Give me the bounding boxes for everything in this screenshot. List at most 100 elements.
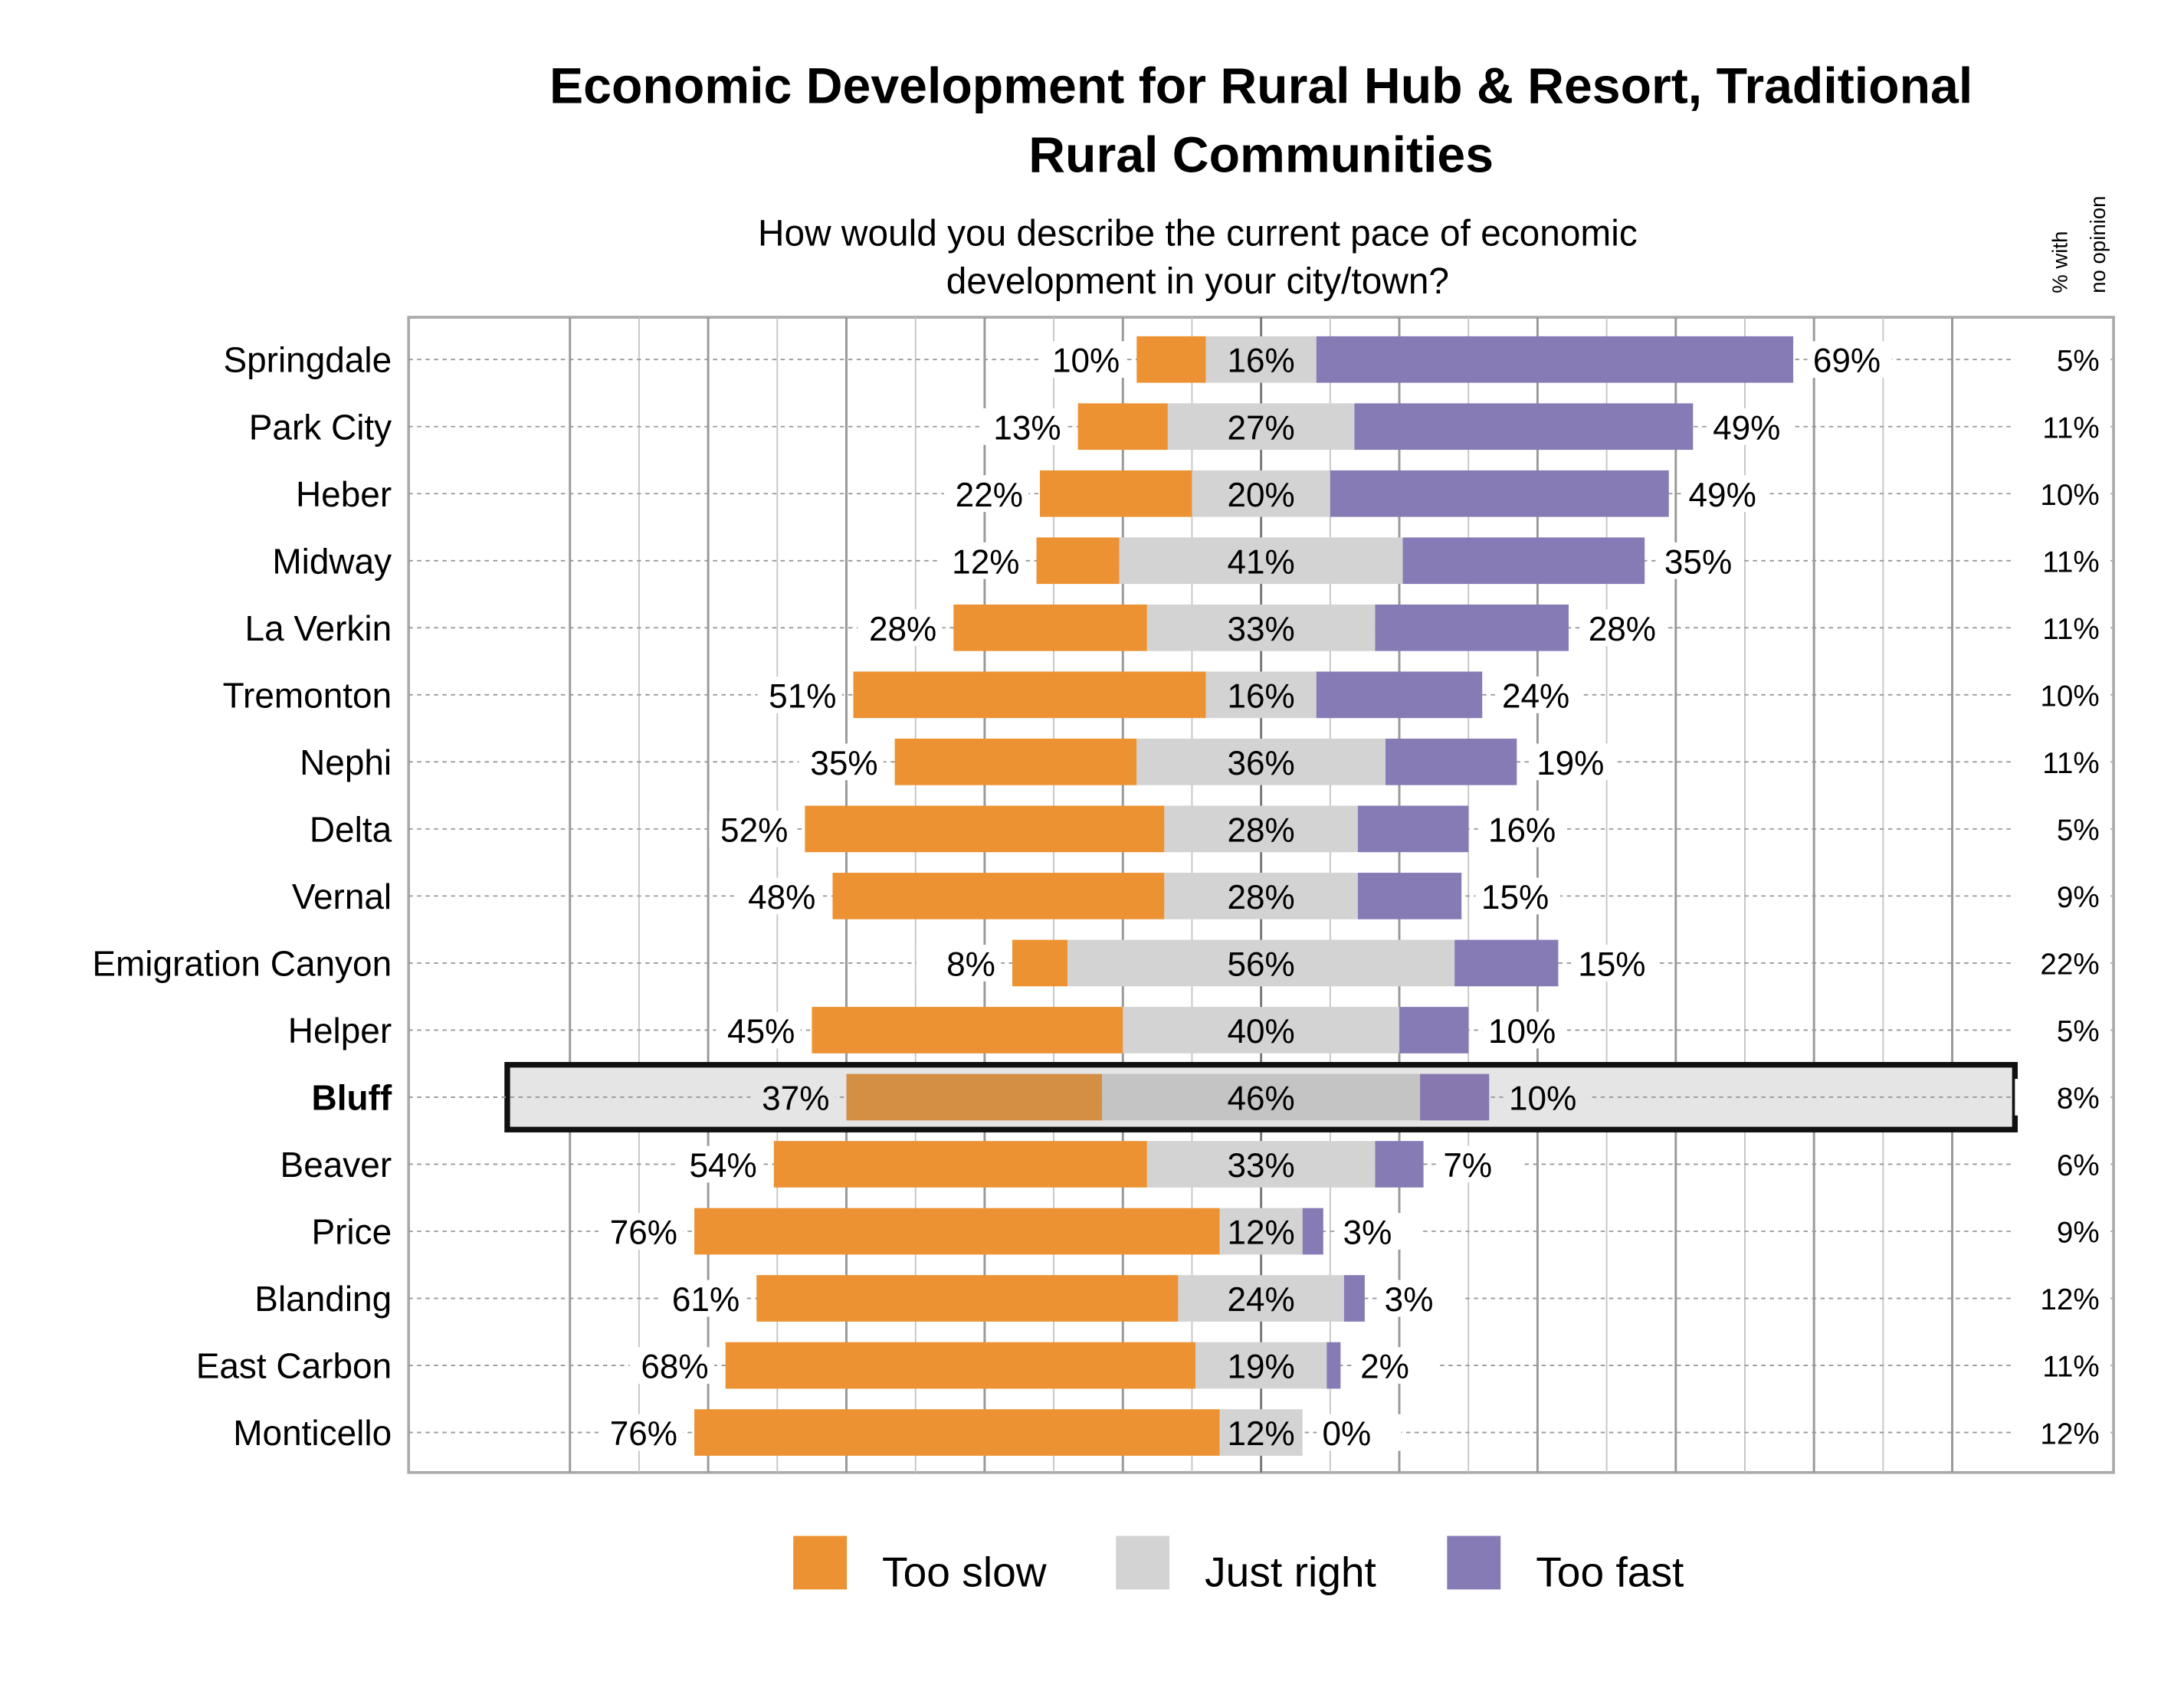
bar-too-slow [894, 739, 1137, 785]
legend-label: Just right [1205, 1549, 1376, 1596]
label-background [757, 676, 842, 713]
label-background [1503, 1079, 1588, 1116]
label-background [661, 1280, 746, 1317]
label-background [2015, 542, 2111, 579]
label-background [1337, 1213, 1422, 1250]
label-no-opinion: 5% [2057, 814, 2100, 847]
bar-just-right [1119, 537, 1403, 585]
label-no-opinion: 5% [2057, 345, 2100, 378]
label-too-fast: 16% [1488, 811, 1556, 849]
label-too-fast: 15% [1481, 879, 1549, 916]
label-background [1572, 945, 1658, 982]
label-too-fast: 7% [1443, 1147, 1492, 1185]
label-too-slow: 28% [869, 611, 936, 648]
label-background [2015, 877, 2111, 915]
label-no-opinion: 6% [2057, 1149, 2100, 1182]
category-label: Vernal [292, 877, 392, 916]
label-too-fast: 24% [1502, 677, 1569, 715]
bar-too-slow [853, 671, 1206, 719]
label-too-slow: 76% [610, 1415, 677, 1453]
label-too-fast: 49% [1713, 409, 1780, 447]
row-emigration-canyon: 8% 56% 15% 22% Emigration Canyon [92, 939, 2114, 987]
label-too-fast: 19% [1536, 745, 1604, 782]
rows: 10% 16% 69% 5% Springdale 13% 27% 49% 11% Park Ci… [92, 336, 2114, 1456]
bar-too-slow [773, 1141, 1147, 1188]
bar-too-slow [756, 1275, 1179, 1322]
label-too-fast: 3% [1343, 1214, 1392, 1252]
row-park-city: 13% 27% 49% 11% Park City [249, 403, 2114, 451]
label-just-right: 16% [1227, 677, 1294, 715]
label-background [2015, 1079, 2111, 1116]
label-too-slow: 51% [769, 677, 836, 715]
bar-too-fast [1302, 1208, 1323, 1255]
bar-too-fast [1330, 470, 1669, 517]
label-too-fast: 28% [1589, 611, 1656, 648]
label-background [2015, 609, 2111, 647]
row-delta: 52% 28% 16% 5% Delta [310, 805, 2114, 853]
bar-just-right [1136, 739, 1385, 785]
row-nephi: 35% 36% 19% 11% Nephi [300, 739, 2114, 785]
label-too-fast: 3% [1385, 1281, 1434, 1319]
bar-too-fast [1316, 336, 1794, 383]
label-background [2015, 408, 2111, 445]
chart-subtitle: How would you describe the current pace … [758, 213, 1638, 302]
label-background [598, 1213, 684, 1250]
row-tremonton: 51% 16% 24% 10% Tremonton [223, 671, 2114, 719]
label-background [2015, 1280, 2111, 1317]
label-too-slow: 10% [1052, 342, 1120, 380]
category-label: Bluff [312, 1078, 392, 1118]
label-background [629, 1347, 714, 1384]
label-just-right: 33% [1227, 1147, 1294, 1185]
category-label: Heber [296, 474, 392, 514]
label-too-slow: 76% [610, 1214, 677, 1252]
label-too-fast: 35% [1664, 543, 1732, 581]
bar-too-slow [1012, 939, 1068, 987]
label-too-fast: 2% [1360, 1349, 1409, 1386]
bar-too-fast [1343, 1275, 1365, 1322]
category-label: Nephi [300, 742, 392, 782]
label-background [858, 609, 943, 647]
bar-just-right [1205, 671, 1317, 719]
row-east-carbon: 68% 19% 2% 11% East Carbon [196, 1342, 2114, 1389]
bar-too-fast [1402, 537, 1645, 585]
label-too-fast: 69% [1813, 342, 1881, 380]
legend-label: Too fast [1536, 1549, 1684, 1596]
bar-just-right [1219, 1409, 1303, 1456]
category-label: Blanding [254, 1279, 392, 1319]
label-background [2015, 743, 2111, 781]
bar-too-slow [694, 1409, 1220, 1456]
label-background [982, 408, 1067, 445]
label-just-right: 24% [1227, 1281, 1294, 1319]
bar-too-fast [1326, 1342, 1341, 1389]
category-label: Helper [288, 1011, 392, 1050]
label-background [2015, 810, 2111, 847]
row-midway: 12% 41% 35% 11% Midway [272, 537, 2114, 585]
chart-subtitle-line-2: development in your city/town? [946, 261, 1449, 302]
bar-just-right [1178, 1275, 1344, 1322]
bar-just-right [1146, 604, 1376, 651]
label-too-fast: 49% [1689, 477, 1756, 514]
label-too-slow: 45% [727, 1013, 795, 1050]
legend-label: Too slow [882, 1549, 1047, 1596]
label-background [2015, 1414, 2111, 1451]
label-no-opinion: 12% [2040, 1418, 2099, 1450]
bar-too-fast [1399, 1007, 1469, 1054]
label-too-slow: 22% [956, 477, 1023, 514]
bar-too-fast [1354, 403, 1694, 451]
category-label: East Carbon [196, 1346, 392, 1386]
label-too-slow: 12% [952, 543, 1019, 581]
category-label: Price [311, 1212, 392, 1252]
label-background [716, 1011, 801, 1049]
label-background [2015, 1347, 2111, 1384]
bar-too-fast [1454, 939, 1559, 987]
label-too-fast: 10% [1509, 1080, 1576, 1118]
label-no-opinion: 8% [2057, 1083, 2100, 1116]
label-background [1582, 609, 1668, 647]
label-background [2015, 1145, 2111, 1183]
label-no-opinion: 11% [2042, 546, 2099, 578]
legend-swatch [1116, 1535, 1170, 1590]
bar-just-right [1123, 1007, 1400, 1054]
label-background [2015, 475, 2111, 513]
bar-too-fast [1385, 739, 1517, 785]
label-background [1041, 341, 1126, 379]
